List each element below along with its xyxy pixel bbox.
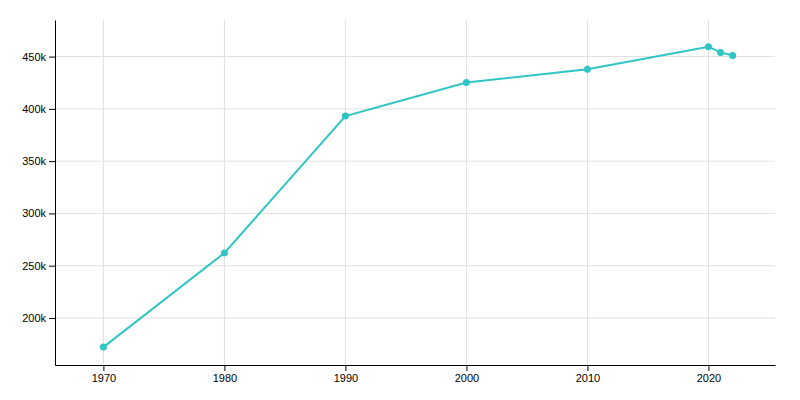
x-axis: 1970 1980 1990 2000 2010 2020: [56, 365, 776, 384]
x-tick-mark: [224, 365, 225, 371]
grid-line-x: [224, 20, 225, 365]
x-tick-mark: [103, 365, 104, 371]
y-tick-label: 200k: [22, 312, 46, 324]
grid-line-y: [55, 213, 775, 214]
y-tick: 450k: [22, 51, 55, 63]
y-tick: 400k: [22, 103, 55, 115]
y-tick-mark: [49, 266, 55, 267]
x-tick-label: 2020: [697, 372, 721, 384]
y-tick-mark: [49, 318, 55, 319]
x-tick-label: 1980: [213, 372, 237, 384]
y-tick-mark: [49, 109, 55, 110]
x-tick: 1990: [334, 365, 358, 384]
marks: [100, 43, 736, 350]
y-tick: 250k: [22, 260, 55, 272]
line: [103, 47, 732, 347]
grid-line-x: [345, 20, 346, 365]
point: [705, 43, 712, 50]
x-tick-mark: [345, 365, 346, 371]
point: [342, 113, 349, 120]
x-axis-line: [56, 365, 776, 366]
x-tick: 2000: [455, 365, 479, 384]
y-tick: 300k: [22, 207, 55, 219]
y-tick-label: 350k: [22, 155, 46, 167]
plot: 1970 1980 1990 2000 2010 2020 200k 250k 300k 350k…: [22, 20, 775, 384]
x-tick-label: 1990: [334, 372, 358, 384]
y-tick-mark: [49, 161, 55, 162]
grid-line-x: [103, 20, 104, 365]
grid-line-y: [55, 56, 775, 57]
x-tick-mark: [466, 365, 467, 371]
point: [221, 249, 228, 256]
grid-line-y: [55, 317, 775, 318]
x-tick: 2020: [697, 365, 721, 384]
point: [717, 49, 724, 56]
grid-line-x: [466, 20, 467, 365]
point: [584, 66, 591, 73]
x-tick-label: 1970: [92, 372, 116, 384]
grid-line-y: [55, 265, 775, 266]
grid-line-y: [55, 161, 775, 162]
y-tick: 200k: [22, 312, 55, 324]
y-tick-mark: [49, 57, 55, 58]
grid: [55, 20, 775, 365]
point: [100, 344, 107, 351]
x-tick: 2010: [576, 365, 600, 384]
y-tick-label: 400k: [22, 103, 46, 115]
y-tick: 350k: [22, 155, 55, 167]
y-tick-label: 300k: [22, 207, 46, 219]
y-tick-label: 450k: [22, 51, 46, 63]
x-tick: 1970: [92, 365, 116, 384]
y-axis: 200k 250k 300k 350k 400k 450k: [22, 21, 55, 366]
x-tick: 1980: [213, 365, 237, 384]
grid-line-x: [708, 20, 709, 365]
grid-line-y: [55, 108, 775, 109]
y-tick-mark: [49, 213, 55, 214]
x-tick-mark: [587, 365, 588, 371]
y-axis-line: [55, 21, 56, 366]
x-tick-label: 2000: [455, 372, 479, 384]
x-tick-mark: [708, 365, 709, 371]
chart: 1970 1980 1990 2000 2010 2020 200k 250k 300k 350k…: [0, 0, 800, 400]
point: [729, 52, 736, 59]
y-tick-label: 250k: [22, 260, 46, 272]
x-tick-label: 2010: [576, 372, 600, 384]
point: [463, 79, 470, 86]
